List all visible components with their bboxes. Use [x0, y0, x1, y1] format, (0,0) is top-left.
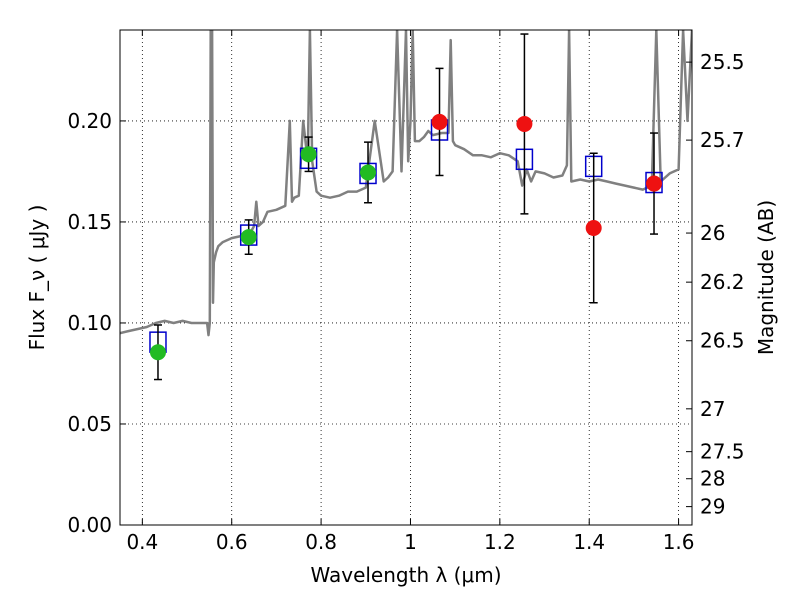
y-tick-label: 0.05: [67, 412, 112, 436]
mag-tick-label: 29: [700, 495, 725, 519]
x-axis-label: Wavelength λ (μm): [310, 563, 501, 587]
plot-frame: [119, 29, 693, 526]
mag-tick-label: 26.5: [700, 329, 745, 353]
template-spectrum-layer: [120, 30, 692, 337]
x-tick-label: 1: [404, 530, 417, 554]
observed-points-layer: [149, 33, 663, 381]
mag-tick-label: 27.5: [700, 440, 745, 464]
y-tick-label: 0.10: [67, 311, 112, 335]
y-tick-label: 0.15: [67, 210, 112, 234]
mag-tick-label: 25.7: [700, 128, 745, 152]
y2-axis-label: Magnitude (AB): [754, 200, 778, 355]
observed-point-red: [516, 115, 533, 132]
observed-point-green: [240, 229, 257, 246]
observed-point-green: [360, 164, 377, 181]
observed-point-green: [300, 146, 317, 163]
mag-tick-label: 28: [700, 467, 725, 491]
mag-tick-label: 26.2: [700, 270, 745, 294]
ticks-layer: 0.4 0.6 0.8 1 1.2 1.4 1.6 0.00 0.05 0.10 0.15 0.20 2…: [67, 30, 745, 554]
mag-tick-label: 26: [700, 221, 725, 245]
x-tick-label: 0.8: [305, 530, 337, 554]
observed-point-green: [149, 344, 166, 361]
observed-point-red: [585, 220, 602, 236]
observed-point-red: [646, 175, 663, 192]
y-tick-label: 0.20: [67, 109, 112, 133]
observed-point-red: [431, 113, 448, 130]
x-tick-label: 0.4: [126, 530, 158, 554]
mag-tick-label: 27: [700, 397, 725, 421]
y-tick-label: 0.00: [67, 513, 112, 537]
x-tick-label: 1.6: [663, 530, 695, 554]
template-spectrum-line: [120, 30, 692, 337]
x-tick-label: 1.2: [484, 530, 516, 554]
x-tick-label: 1.4: [573, 530, 605, 554]
mag-tick-label: 25.5: [700, 50, 745, 74]
x-tick-label: 0.6: [216, 530, 248, 554]
model-points-layer: [149, 119, 663, 353]
y-axis-label: Flux F_ν ( μJy ): [25, 205, 49, 351]
